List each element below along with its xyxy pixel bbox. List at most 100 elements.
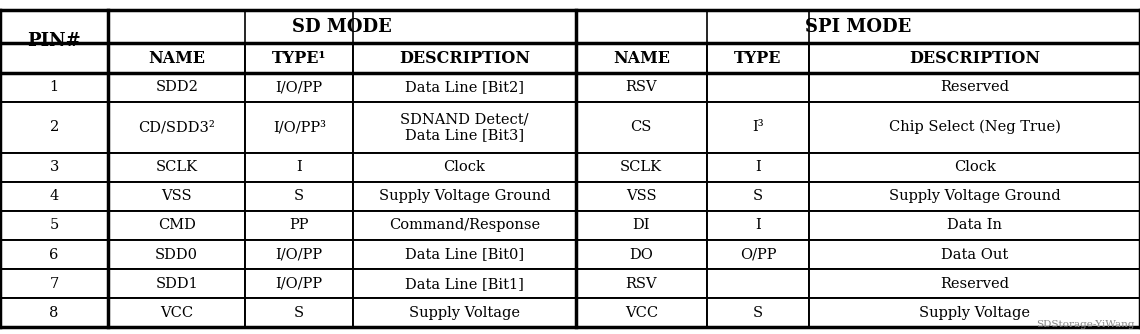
Bar bbox=[108, 240, 245, 269]
Text: RSV: RSV bbox=[626, 277, 657, 291]
Bar bbox=[576, 153, 707, 182]
Bar bbox=[0, 102, 108, 153]
Bar bbox=[245, 72, 353, 102]
Bar bbox=[576, 102, 707, 153]
Bar bbox=[108, 72, 245, 102]
Bar bbox=[108, 43, 245, 72]
Bar bbox=[108, 298, 245, 327]
Bar bbox=[809, 153, 1140, 182]
Text: SDD2: SDD2 bbox=[155, 80, 198, 94]
Text: Clock: Clock bbox=[443, 160, 486, 174]
Text: I: I bbox=[755, 218, 762, 232]
Bar bbox=[809, 298, 1140, 327]
Text: 3: 3 bbox=[49, 160, 59, 174]
Bar bbox=[245, 269, 353, 298]
Text: Command/Response: Command/Response bbox=[389, 218, 540, 232]
Text: S: S bbox=[754, 189, 763, 203]
Bar bbox=[245, 240, 353, 269]
Bar bbox=[809, 182, 1140, 211]
Bar bbox=[353, 240, 576, 269]
Bar bbox=[353, 298, 576, 327]
Text: 2: 2 bbox=[49, 120, 59, 134]
Bar bbox=[707, 182, 809, 211]
Bar bbox=[809, 269, 1140, 298]
Text: NAME: NAME bbox=[148, 49, 205, 66]
Bar bbox=[108, 10, 576, 43]
Bar bbox=[245, 298, 353, 327]
Text: 6: 6 bbox=[49, 247, 59, 262]
Bar bbox=[108, 269, 245, 298]
Text: DESCRIPTION: DESCRIPTION bbox=[399, 49, 530, 66]
Bar bbox=[245, 211, 353, 240]
Text: S: S bbox=[294, 306, 304, 320]
Bar bbox=[707, 269, 809, 298]
Bar bbox=[576, 269, 707, 298]
Text: Supply Voltage: Supply Voltage bbox=[409, 306, 520, 320]
Bar bbox=[809, 102, 1140, 153]
Text: 4: 4 bbox=[49, 189, 59, 203]
Bar bbox=[0, 269, 108, 298]
Text: DESCRIPTION: DESCRIPTION bbox=[910, 49, 1040, 66]
Bar bbox=[809, 211, 1140, 240]
Text: SCLK: SCLK bbox=[620, 160, 662, 174]
Text: SPI MODE: SPI MODE bbox=[805, 18, 911, 36]
Bar bbox=[0, 10, 108, 72]
Text: NAME: NAME bbox=[613, 49, 670, 66]
Text: CMD: CMD bbox=[157, 218, 196, 232]
Bar bbox=[353, 182, 576, 211]
Bar bbox=[809, 240, 1140, 269]
Bar bbox=[245, 43, 353, 72]
Bar bbox=[707, 153, 809, 182]
Bar bbox=[576, 240, 707, 269]
Text: SD MODE: SD MODE bbox=[292, 18, 392, 36]
Bar bbox=[576, 298, 707, 327]
Bar bbox=[108, 102, 245, 153]
Text: DO: DO bbox=[629, 247, 653, 262]
Text: Reserved: Reserved bbox=[940, 80, 1009, 94]
Bar bbox=[707, 240, 809, 269]
Text: SDNAND Detect/
Data Line [Bit3]: SDNAND Detect/ Data Line [Bit3] bbox=[400, 112, 529, 142]
Text: VCC: VCC bbox=[160, 306, 194, 320]
Bar bbox=[809, 43, 1140, 72]
Text: Clock: Clock bbox=[954, 160, 995, 174]
Bar bbox=[245, 153, 353, 182]
Bar bbox=[809, 72, 1140, 102]
Bar bbox=[707, 211, 809, 240]
Bar bbox=[353, 211, 576, 240]
Text: 1: 1 bbox=[49, 80, 59, 94]
Bar bbox=[245, 102, 353, 153]
Text: I: I bbox=[755, 160, 762, 174]
Bar bbox=[353, 43, 576, 72]
Text: Supply Voltage: Supply Voltage bbox=[919, 306, 1031, 320]
Text: I/O/PP: I/O/PP bbox=[276, 80, 323, 94]
Bar bbox=[707, 298, 809, 327]
Text: VSS: VSS bbox=[162, 189, 192, 203]
Text: Supply Voltage Ground: Supply Voltage Ground bbox=[378, 189, 551, 203]
Text: Data Out: Data Out bbox=[942, 247, 1008, 262]
Bar bbox=[576, 10, 1140, 43]
Text: 5: 5 bbox=[49, 218, 59, 232]
Text: Data Line [Bit2]: Data Line [Bit2] bbox=[405, 80, 524, 94]
Bar bbox=[108, 182, 245, 211]
Bar bbox=[245, 182, 353, 211]
Text: 8: 8 bbox=[49, 306, 59, 320]
Text: S: S bbox=[754, 306, 763, 320]
Bar bbox=[108, 153, 245, 182]
Bar bbox=[707, 72, 809, 102]
Text: Reserved: Reserved bbox=[940, 277, 1009, 291]
Text: SCLK: SCLK bbox=[156, 160, 197, 174]
Bar bbox=[576, 182, 707, 211]
Text: I³: I³ bbox=[752, 120, 764, 134]
Bar bbox=[353, 269, 576, 298]
Bar bbox=[0, 153, 108, 182]
Bar bbox=[707, 43, 809, 72]
Bar bbox=[0, 240, 108, 269]
Bar bbox=[353, 72, 576, 102]
Bar bbox=[353, 153, 576, 182]
Text: Data Line [Bit0]: Data Line [Bit0] bbox=[405, 247, 524, 262]
Text: I/O/PP: I/O/PP bbox=[276, 277, 323, 291]
Text: RSV: RSV bbox=[626, 80, 657, 94]
Text: PIN#: PIN# bbox=[27, 32, 81, 50]
Text: Supply Voltage Ground: Supply Voltage Ground bbox=[889, 189, 1060, 203]
Bar bbox=[576, 43, 707, 72]
